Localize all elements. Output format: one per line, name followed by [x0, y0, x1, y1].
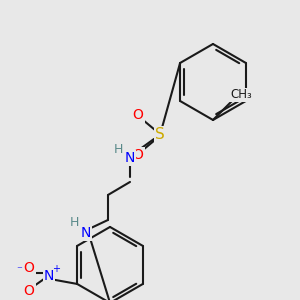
Text: N: N [81, 226, 91, 240]
Text: N: N [44, 269, 54, 283]
Text: ⁻: ⁻ [16, 265, 22, 275]
Text: H: H [113, 143, 123, 157]
Text: O: O [133, 108, 143, 122]
Text: +: + [52, 264, 60, 274]
Text: N: N [125, 151, 135, 165]
Text: CH₃: CH₃ [230, 88, 252, 101]
Text: O: O [24, 261, 34, 275]
Text: O: O [133, 148, 143, 162]
Text: S: S [155, 128, 165, 142]
Text: H: H [69, 216, 79, 230]
Text: O: O [24, 284, 34, 298]
